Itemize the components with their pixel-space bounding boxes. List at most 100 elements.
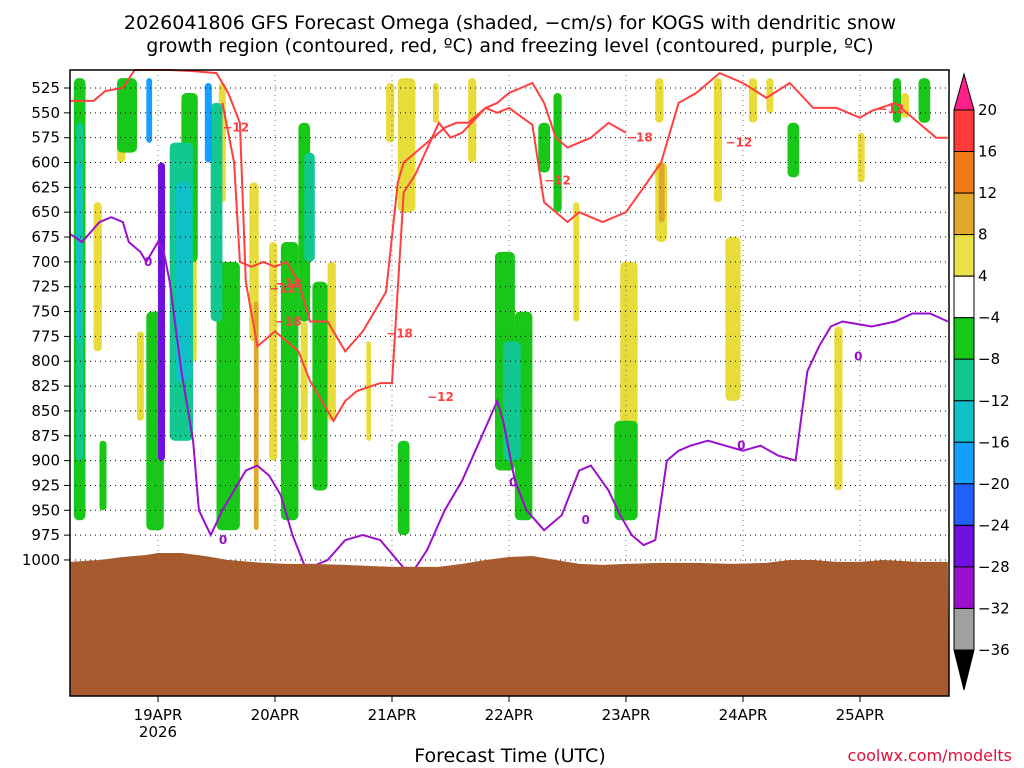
dgz-contour-label: −18 (275, 277, 302, 291)
omega-shade-yellow-1 (93, 202, 102, 352)
y-tick-label: 750 (31, 303, 60, 321)
legend-label: −20 (978, 475, 1010, 493)
x-tick-label: 22APR (485, 706, 534, 724)
x-tick-label: 23APR (602, 706, 651, 724)
freezing-level-layer: 0 0 0 0 0 0 (69, 216, 949, 569)
legend-color-band (953, 109, 975, 152)
omega-shade-orange-7 (253, 301, 259, 531)
omega-shade-cyan-52 (175, 182, 191, 382)
legend-label: 12 (978, 184, 997, 202)
y-tick-label: 1000 (22, 551, 60, 569)
dgz-contour-label: −18 (275, 314, 302, 328)
y-tick-label: 875 (31, 427, 60, 445)
omega-shade-yellow-13 (397, 78, 416, 213)
y-tick-label: 650 (31, 203, 60, 221)
dgz-contour-label: −12 (269, 282, 296, 296)
y-tick-label: 900 (31, 452, 60, 470)
legend-label: −8 (978, 350, 1000, 368)
legend-label: −36 (978, 641, 1010, 659)
omega-shade-yellow-25 (834, 326, 843, 491)
omega-shade-green-37 (397, 440, 410, 536)
terrain-layer (70, 553, 949, 696)
y-tick-label: 850 (31, 402, 60, 420)
y-axis: 525 550 575 600 625 650 675 700 725 750 775 800 825 8… (22, 79, 70, 569)
omega-shade-yellow-27 (900, 93, 910, 118)
legend-color-band (953, 192, 975, 236)
omega-shade-yellow-23 (748, 78, 758, 123)
y-tick-label: 675 (31, 228, 60, 246)
dgz-contour-label: −12 (222, 121, 249, 135)
dgz-contour-label: −12 (725, 136, 752, 150)
omega-shade-yellow-11 (366, 341, 371, 441)
legend-color-band (953, 275, 975, 319)
y-tick-label: 950 (31, 501, 60, 519)
omega-shade-yellow-18 (655, 78, 664, 123)
omega-shade-green-29 (99, 440, 107, 511)
legend-color-band (953, 608, 975, 651)
freezing-level-line (69, 216, 949, 569)
legend-label: 20 (978, 101, 997, 119)
legend-label: 4 (978, 267, 988, 285)
omega-shade-blue-54 (146, 78, 153, 143)
x-tick-label: 21APR (368, 706, 417, 724)
dgz-contour-label: −12 (544, 173, 571, 187)
omega-shade-yellow-9 (300, 321, 308, 441)
legend-arrow-bottom (953, 649, 975, 691)
dgz-contour-label: −18 (626, 131, 653, 145)
legend-color-band (953, 317, 975, 360)
legend-color-band (953, 400, 975, 443)
legend-label: −16 (978, 433, 1010, 451)
omega-shade-teal-48 (210, 102, 223, 322)
legend-color-band (953, 483, 975, 526)
y-tick-label: 625 (31, 178, 60, 196)
dgz-contour-label: −18 (386, 326, 413, 340)
y-tick-label: 700 (31, 253, 60, 271)
credit-link[interactable]: coolwx.com/modelts (848, 746, 1012, 765)
omega-shade-yellow-10 (327, 261, 336, 421)
color-legend: 20 16 12 8 4 −4 −8 −12 −16 −20 −24 −28 −32 −36 (953, 72, 1010, 691)
legend-label: −32 (978, 600, 1010, 618)
dgz-contour-label: −12 (427, 390, 454, 404)
freezing-level-label: 0 (219, 533, 227, 547)
omega-shade-blue-53 (204, 83, 212, 163)
omega-shade-purple-55 (158, 162, 165, 461)
freezing-level-label: 0 (582, 513, 590, 527)
dgz-contour-line (221, 81, 627, 353)
legend-label: −12 (978, 392, 1010, 410)
chart-title: 2026041806 GFS Forecast Omega (shaded, −… (124, 12, 896, 57)
legend-color-band (953, 234, 975, 277)
legend-label: −24 (978, 516, 1010, 534)
x-tick-sublabel: 2026 (139, 723, 177, 741)
omega-shade-yellow-14 (432, 83, 439, 123)
omega-shade-teal-49 (304, 152, 315, 262)
x-tick-label: 20APR (251, 706, 300, 724)
legend-arrow-top (953, 72, 975, 111)
y-tick-label: 800 (31, 352, 60, 370)
terrain-fill (70, 553, 949, 696)
legend-color-band (953, 151, 975, 194)
omega-shade-green-33 (216, 261, 240, 531)
y-tick-label: 600 (31, 154, 60, 172)
omega-shade-yellow-3 (136, 331, 144, 421)
legend-label: 8 (978, 226, 988, 244)
legend-color-band (953, 358, 975, 402)
y-tick-label: 975 (31, 526, 60, 544)
x-tick-label: 24APR (719, 706, 768, 724)
omega-shade-green-40 (538, 122, 550, 173)
omega-shade-yellow-17 (620, 261, 638, 431)
omega-shade-yellow-8 (269, 242, 278, 461)
legend-color-band (953, 524, 975, 568)
omega-shade-yellow-26 (857, 132, 865, 183)
freezing-level-label: 0 (854, 349, 862, 363)
omega-shade-green-41 (553, 93, 562, 213)
red-contour-layer: −12−18−12−18−18−12−12−18 −12−12 (70, 69, 948, 423)
omega-shade-yellow-16 (573, 202, 580, 322)
omega-shade-teal-50 (503, 341, 521, 461)
legend-label: −28 (978, 558, 1010, 576)
omega-shade-green-44 (892, 78, 901, 123)
dgz-contour-line (70, 69, 948, 423)
x-axis-label: Forecast Time (UTC) (414, 745, 605, 767)
omega-shade-green-30 (117, 78, 137, 153)
